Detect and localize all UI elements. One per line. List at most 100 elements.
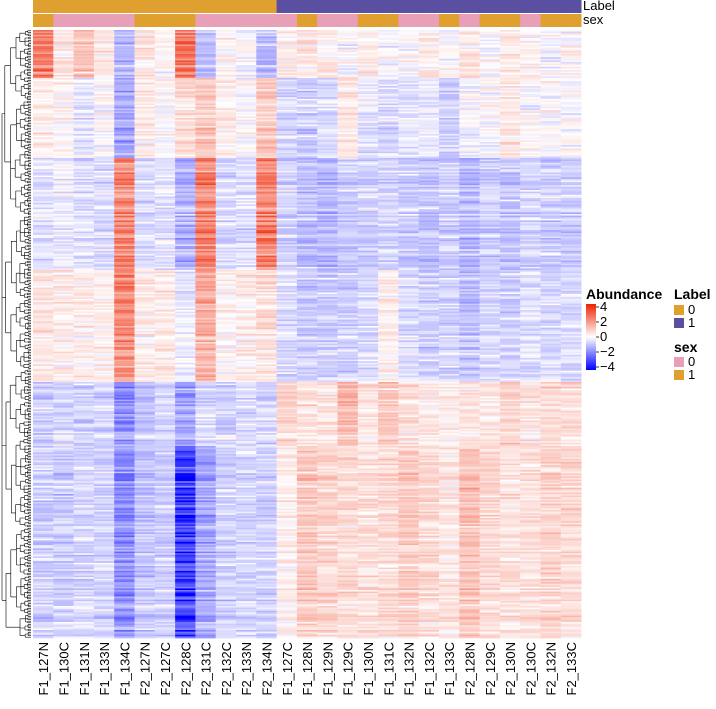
- annotation-cell-label: [398, 0, 420, 13]
- heatmap-cell: [33, 169, 54, 172]
- heatmap-cell: [134, 143, 156, 146]
- heatmap-cell: [276, 49, 298, 52]
- heatmap-cell: [520, 129, 541, 132]
- heatmap-cell: [93, 201, 115, 204]
- heatmap-cell: [134, 202, 156, 205]
- heatmap-cell: [114, 82, 135, 85]
- heatmap-cell: [256, 114, 277, 117]
- heatmap-cell: [337, 105, 359, 108]
- heatmap-cell: [154, 217, 176, 220]
- heatmap-cell: [337, 180, 359, 183]
- heatmap-cell: [439, 66, 460, 69]
- heatmap-cell: [33, 217, 54, 220]
- heatmap-cell: [114, 212, 135, 215]
- heatmap-cell: [73, 188, 95, 191]
- heatmap-cell: [215, 162, 237, 165]
- heatmap-cell: [439, 164, 460, 167]
- heatmap-cell: [53, 86, 74, 88]
- heatmap-cell: [560, 49, 582, 52]
- heatmap-cell: [398, 175, 420, 178]
- heatmap-cell: [479, 42, 501, 45]
- heatmap-cell: [134, 223, 156, 226]
- heatmap-cell: [53, 223, 74, 226]
- heatmap-cell: [459, 194, 480, 197]
- heatmap-cell: [540, 78, 562, 80]
- heatmap-cell: [276, 108, 298, 111]
- heatmap-cell: [114, 94, 135, 96]
- heatmap-cell: [215, 231, 237, 234]
- heatmap-cell: [499, 114, 521, 117]
- heatmap-cell: [337, 247, 359, 250]
- heatmap-cell: [93, 220, 115, 223]
- heatmap-cell: [215, 97, 237, 100]
- heatmap-cell: [236, 150, 257, 152]
- heatmap-cell: [317, 30, 338, 32]
- heatmap-cell: [53, 62, 74, 64]
- heatmap-cell: [560, 70, 582, 72]
- heatmap-cell: [499, 140, 521, 143]
- heatmap-cell: [337, 110, 359, 112]
- heatmap-cell: [357, 129, 379, 132]
- heatmap-cell: [114, 105, 135, 108]
- heatmap-cell: [560, 119, 582, 122]
- heatmap-cell: [418, 97, 440, 100]
- heatmap-cell: [459, 169, 480, 172]
- heatmap-cell: [398, 105, 420, 108]
- heatmap-cell: [175, 244, 196, 247]
- heatmap-cell: [540, 194, 562, 197]
- heatmap-cell: [114, 118, 135, 120]
- heatmap-cell: [114, 238, 135, 240]
- heatmap-cell: [93, 98, 115, 101]
- heatmap-cell: [337, 31, 359, 34]
- heatmap-cell: [398, 218, 420, 221]
- heatmap-cell: [73, 212, 95, 215]
- heatmap-cell: [418, 119, 440, 122]
- heatmap-cell: [520, 236, 541, 239]
- heatmap-cell: [439, 65, 460, 68]
- heatmap-cell: [175, 186, 196, 189]
- heatmap-cell: [256, 129, 277, 132]
- heatmap-cell: [296, 218, 318, 221]
- heatmap-cell: [439, 97, 460, 100]
- heatmap-cell: [560, 100, 582, 103]
- heatmap-cell: [296, 86, 318, 88]
- heatmap-cell: [378, 142, 399, 144]
- heatmap-cell: [439, 159, 460, 162]
- heatmap-cell: [459, 124, 480, 127]
- heatmap-cell: [337, 238, 359, 240]
- heatmap-cell: [337, 92, 359, 95]
- heatmap-cell: [276, 142, 298, 144]
- heatmap-cell: [317, 68, 338, 71]
- heatmap-cell: [378, 228, 399, 231]
- heatmap-cell: [337, 162, 359, 165]
- heatmap-cell: [337, 68, 359, 71]
- heatmap-cell: [357, 231, 379, 234]
- heatmap-cell: [378, 158, 399, 160]
- heatmap-cell: [337, 150, 359, 152]
- heatmap-cell: [236, 38, 257, 40]
- heatmap-cell: [53, 33, 74, 36]
- heatmap-cell: [276, 194, 298, 197]
- heatmap-cell: [357, 174, 379, 176]
- heatmap-cell: [479, 33, 501, 36]
- heatmap-cell: [418, 54, 440, 56]
- heatmap-cell: [256, 196, 277, 199]
- heatmap-cell: [114, 62, 135, 64]
- heatmap-cell: [520, 150, 541, 152]
- heatmap-cell: [195, 76, 217, 79]
- heatmap-cell: [540, 150, 562, 152]
- heatmap-cell: [499, 142, 521, 144]
- heatmap-cell: [276, 214, 298, 216]
- heatmap-cell: [560, 65, 582, 68]
- heatmap-cell: [276, 204, 298, 207]
- heatmap-cell: [256, 79, 277, 82]
- heatmap-cell: [195, 233, 217, 236]
- heatmap-cell: [499, 188, 521, 191]
- heatmap-cell: [317, 47, 338, 50]
- heatmap-cell: [175, 228, 196, 231]
- heatmap-cell: [93, 78, 115, 80]
- heatmap-cell: [195, 41, 217, 44]
- heatmap-cell: [276, 98, 298, 101]
- heatmap-cell: [53, 164, 74, 167]
- annotation-cell-label: [317, 0, 338, 13]
